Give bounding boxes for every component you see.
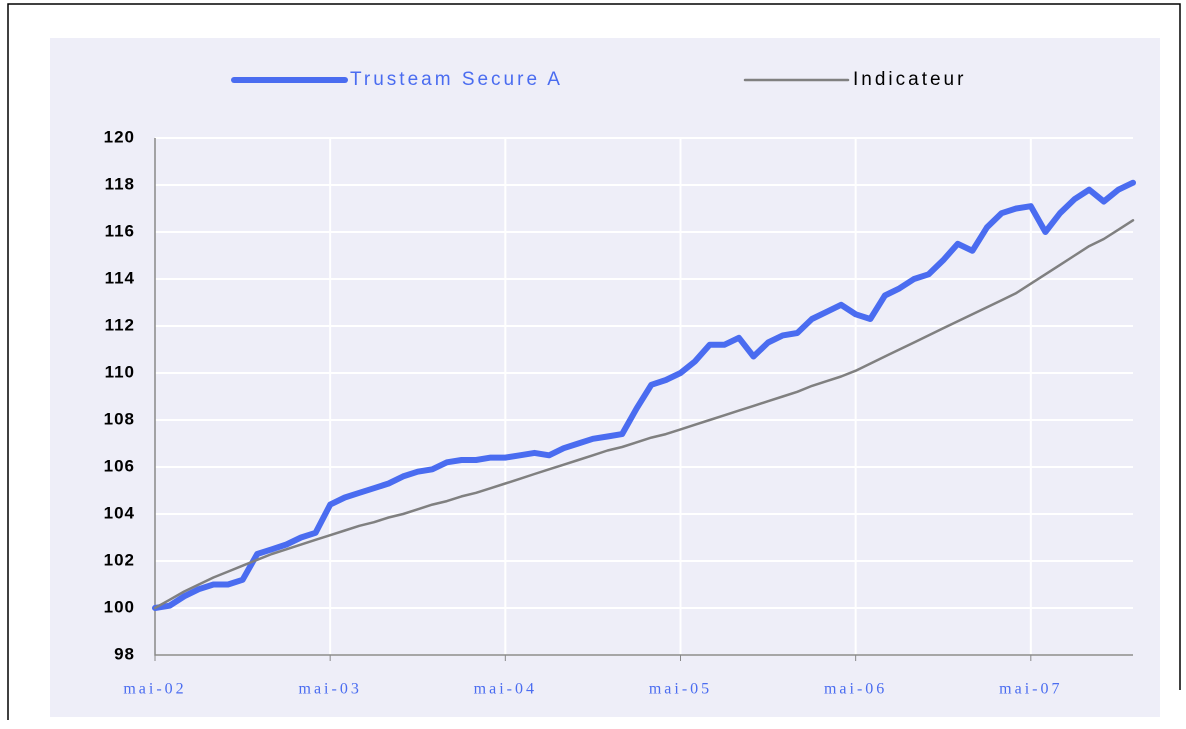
legend-label: Trusteam Secure A [350, 69, 563, 90]
series-line [153, 219, 1135, 610]
frame [7, 3, 1181, 720]
y-tick-label: 118 [105, 174, 135, 193]
y-tick-label: 108 [104, 409, 135, 428]
y-tick-label: 100 [104, 597, 135, 616]
y-tick-label: 110 [105, 362, 135, 381]
legend-label: Indicateur [853, 69, 966, 90]
x-tick-label: mai-02 [123, 681, 186, 698]
x-tick-label: mai-04 [474, 681, 537, 698]
y-tick-label: 114 [105, 268, 135, 287]
x-tick-label: mai-05 [649, 681, 712, 698]
y-tick-label: 98 [114, 644, 135, 663]
y-tick-label: 116 [105, 221, 135, 240]
y-tick-label: 112 [105, 315, 135, 334]
x-tick-label: mai-07 [999, 681, 1062, 698]
y-tick-label: 120 [104, 127, 135, 146]
chart-background [50, 38, 1160, 717]
x-tick-label: mai-03 [299, 681, 362, 698]
y-tick-label: 102 [104, 550, 135, 569]
y-tick-label: 106 [104, 456, 135, 475]
series-line [152, 179, 1136, 611]
x-tick-label: mai-06 [824, 681, 887, 698]
axis [154, 138, 1133, 656]
y-tick-label: 104 [104, 503, 135, 522]
